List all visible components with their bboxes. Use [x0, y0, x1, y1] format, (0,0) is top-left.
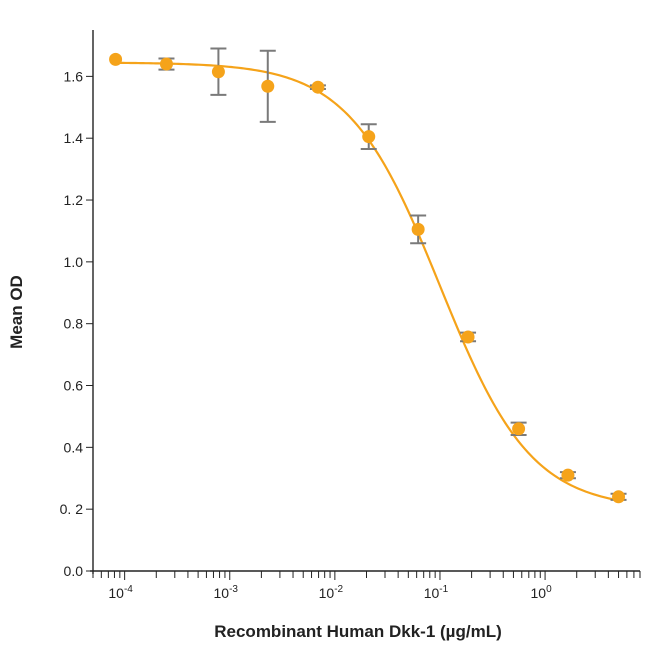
- data-point: [261, 79, 275, 93]
- y-tick-label: 0.8: [64, 316, 84, 332]
- x-tick-label: 10-3: [214, 584, 239, 601]
- data-point: [362, 130, 376, 144]
- data-point: [159, 57, 173, 71]
- y-tick-label: 1.2: [64, 192, 84, 208]
- x-tick-label: 10-1: [424, 584, 449, 601]
- y-tick-label: 0.6: [64, 378, 84, 394]
- data-points-layer: [109, 52, 626, 504]
- y-tick-label: 0.0: [64, 563, 84, 579]
- y-tick-label: 0. 2: [60, 501, 84, 517]
- data-point: [512, 422, 526, 436]
- x-tick-label: 10-4: [108, 584, 133, 601]
- data-point: [461, 330, 475, 344]
- y-axis-title: Mean OD: [7, 275, 26, 349]
- x-axis-title: Recombinant Human Dkk-1 (µg/mL): [214, 622, 502, 641]
- data-point: [109, 52, 123, 66]
- data-point: [211, 65, 225, 79]
- error-bars-layer: [158, 47, 627, 501]
- x-tick-label: 10-2: [319, 584, 344, 601]
- y-tick-label: 1.6: [64, 68, 84, 84]
- fit-curve-layer: [115, 61, 619, 502]
- data-point: [612, 490, 626, 504]
- axes: 0.0 0. 2 0.4 0.6 0.8 1.0 1.2 1.4 1.6 10-4 10-3 10-2…: [60, 30, 641, 601]
- y-tick-label: 1.4: [64, 130, 84, 146]
- fit-curve: [115, 61, 619, 502]
- x-tick-label: 100: [531, 584, 553, 601]
- data-point: [561, 468, 575, 482]
- data-point: [411, 222, 425, 236]
- y-tick-label: 1.0: [64, 254, 84, 270]
- y-tick-label: 0.4: [64, 439, 84, 455]
- data-point: [311, 80, 325, 94]
